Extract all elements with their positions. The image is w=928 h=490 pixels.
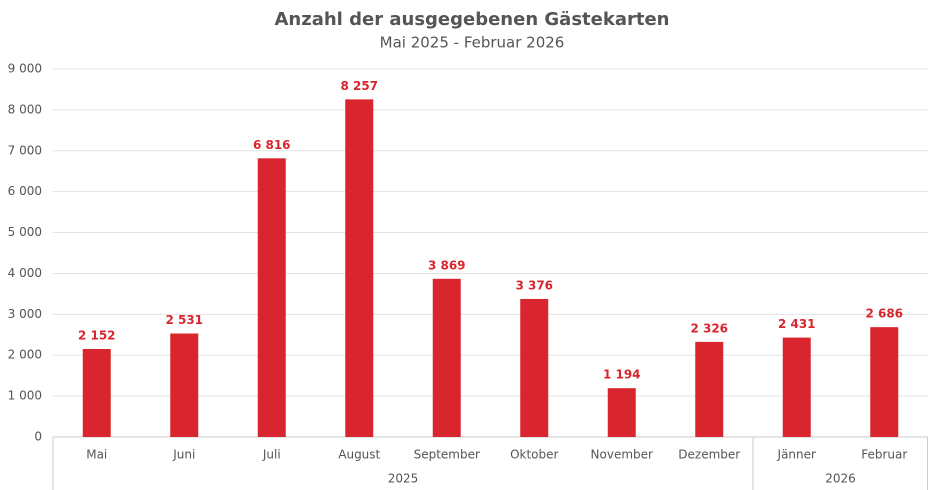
- bar: [695, 341, 724, 437]
- bar: [520, 298, 549, 437]
- x-tick-label: Mai: [86, 448, 107, 462]
- y-tick-label: 3 000: [8, 307, 42, 321]
- bar: [82, 349, 111, 437]
- value-label: 2 531: [165, 313, 203, 327]
- group-label: 2026: [825, 472, 856, 486]
- value-label: 1 194: [603, 368, 641, 382]
- x-tick-label: August: [338, 448, 380, 462]
- value-label: 2 431: [778, 317, 816, 331]
- value-label: 2 686: [865, 307, 903, 321]
- x-tick-label: Juli: [262, 448, 281, 462]
- chart-title: Anzahl der ausgegebenen Gästekarten: [275, 9, 670, 30]
- y-tick-label: 9 000: [8, 62, 42, 76]
- x-tick-label: November: [591, 448, 653, 462]
- bar: [257, 158, 286, 437]
- y-tick-label: 5 000: [8, 225, 42, 239]
- x-tick-label: Februar: [861, 448, 907, 462]
- x-tick-label: Dezember: [678, 448, 740, 462]
- bar: [170, 333, 199, 437]
- x-tick-label: Jänner: [777, 448, 816, 462]
- y-tick-label: 7 000: [8, 143, 42, 157]
- bar: [870, 327, 899, 437]
- value-label: 2 326: [690, 321, 728, 335]
- y-tick-label: 2 000: [8, 348, 42, 362]
- bar: [782, 337, 811, 437]
- chart-subtitle: Mai 2025 - Februar 2026: [380, 34, 565, 52]
- value-label: 3 869: [428, 258, 466, 272]
- value-label: 8 257: [340, 79, 378, 93]
- x-tick-label: Juni: [172, 448, 195, 462]
- y-tick-label: 8 000: [8, 102, 42, 116]
- value-label: 2 152: [78, 329, 116, 343]
- x-tick-label: September: [414, 448, 480, 462]
- bar: [345, 99, 374, 438]
- bar: [607, 388, 636, 437]
- x-tick-label: Oktober: [510, 448, 558, 462]
- y-tick-label: 1 000: [8, 389, 42, 403]
- y-tick-label: 4 000: [8, 266, 42, 280]
- y-tick-label: 6 000: [8, 184, 42, 198]
- y-tick-label: 0: [34, 430, 42, 444]
- group-label: 2025: [388, 472, 419, 486]
- bar: [432, 278, 461, 437]
- value-label: 3 376: [515, 278, 553, 292]
- value-label: 6 816: [253, 138, 291, 152]
